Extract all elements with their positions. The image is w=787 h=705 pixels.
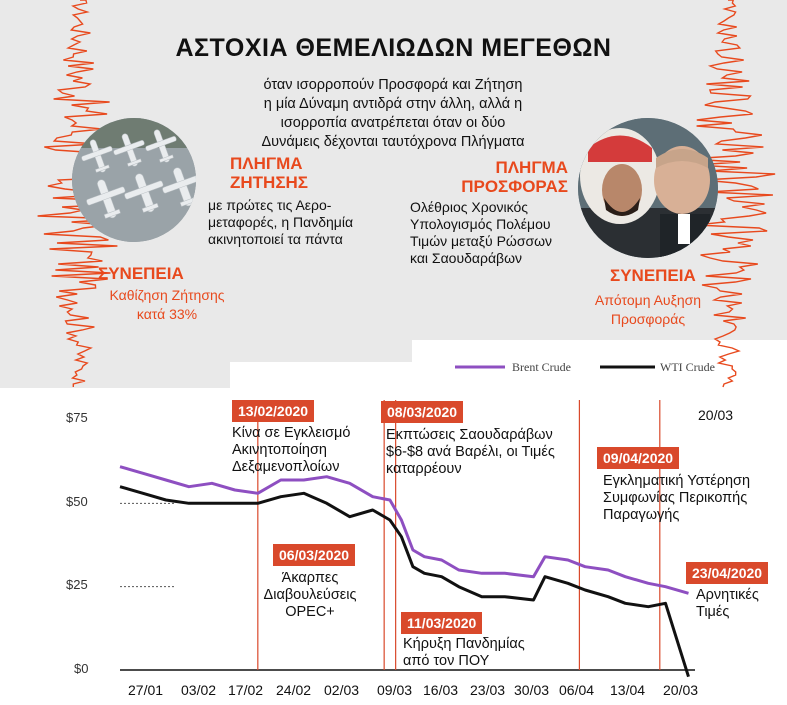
event-description: Αρνητικές Τιμές xyxy=(696,587,759,621)
demand-text-line: ακινητοποιεί τα πάντα xyxy=(208,231,343,247)
event-description: Εκπτώσεις Σαουδαράβων $6-$8 ανά Βαρέλι, … xyxy=(386,427,555,478)
demand-header-line: ΖΗΤΗΣΗΣ xyxy=(230,173,309,192)
top-right-date-label: 20/03 xyxy=(698,407,734,423)
demand-text-line: με πρώτες τις Αερο- xyxy=(208,197,332,213)
brent-crude-line xyxy=(119,465,689,595)
x-tick-label: 24/02 xyxy=(276,682,312,698)
supply-text-line: Υπολογισμός Πολέμου xyxy=(410,216,551,232)
event-description: Κίνα σε Εγκλεισμό Ακινητοποίηση Δεξαμενο… xyxy=(232,425,350,476)
event-description: Άκαρπες Διαβουλεύσεις OPEC+ xyxy=(250,570,370,621)
event-line: Άκαρπες xyxy=(281,570,339,586)
event-line: Διαβουλεύσεις xyxy=(263,587,357,603)
leaders-portrait-image xyxy=(578,118,718,258)
x-tick-label: 13/04 xyxy=(610,682,646,698)
oil-price-chart: Brent Crude WTI Crude xyxy=(119,360,715,678)
demand-consequence-header: ΣΥΝΕΠΕΙΑ xyxy=(98,264,184,283)
x-tick-label: 17/02 xyxy=(228,682,264,698)
intro-text: όταν ισορροπούν Προσφορά και Ζήτηση η μί… xyxy=(230,76,556,152)
event-line: OPEC+ xyxy=(285,604,335,620)
page-title: ΑΣΤΟΧΙΑ ΘΕΜΕΛΙΩΔΩΝ ΜΕΓΕΘΩΝ xyxy=(175,34,612,62)
event-description: Κήρυξη Πανδημίας από τον ΠΟΥ xyxy=(403,636,525,670)
event-line: Παραγωγής xyxy=(603,507,680,523)
event-line: Εκπτώσεις Σαουδαράβων xyxy=(386,427,553,443)
event-line: Κήρυξη Πανδημίας xyxy=(403,636,525,652)
demand-text-line: μεταφορές, η Πανδημία xyxy=(208,214,354,230)
event-date-badge: 11/03/2020 xyxy=(401,612,483,634)
intro-line: η μία Δύναμη αντιδρά στην άλλη, αλλά η xyxy=(263,96,523,112)
intro-line: ισορροπία ανατρέπεται όταν οι δύο xyxy=(280,115,506,131)
supply-header-line: ΠΛΗΓΜΑ xyxy=(495,158,568,177)
demand-header-line: ΠΛΗΓΜΑ xyxy=(230,154,303,173)
event-line: καταρρέουν xyxy=(386,461,462,477)
supply-text-line: και Σαουδαράβων xyxy=(410,250,523,266)
event-date-badge: 13/02/2020 xyxy=(232,400,315,422)
supply-text-line: Ολέθριος Χρονικός xyxy=(410,199,528,215)
demand-consequence-text: Καθίζηση Ζήτησης κατά 33% xyxy=(82,286,252,324)
x-tick-label: 23/03 xyxy=(470,682,506,698)
supply-shock-header: ΠΛΗΓΜΑ ΠΡΟΣΦΟΡΑΣ xyxy=(440,158,568,196)
event-date-badge: 08/03/2020 xyxy=(381,401,464,423)
demand-consequence-line: Καθίζηση Ζήτησης xyxy=(109,287,225,303)
supply-header-line: ΠΡΟΣΦΟΡΑΣ xyxy=(461,177,568,196)
event-line: Ακινητοποίηση xyxy=(232,442,328,458)
supply-consequence-text: Απότομη Αυξηση Προσφοράς xyxy=(568,291,728,329)
legend-brent-label: Brent Crude xyxy=(512,360,571,374)
x-tick-label: 27/01 xyxy=(128,682,164,698)
supply-shock-text: Ολέθριος Χρονικός Υπολογισμός Πολέμου Τι… xyxy=(410,199,552,267)
supply-consequence-line: Προσφοράς xyxy=(610,311,686,327)
panel-notch xyxy=(230,362,420,392)
event-line: Κίνα σε Εγκλεισμό xyxy=(232,425,351,441)
event-line: Εγκληματική Υστέρηση xyxy=(603,473,751,489)
event-date-badge: 23/04/2020 xyxy=(686,562,769,584)
x-tick-label: 09/03 xyxy=(377,682,413,698)
x-tick-label: 20/03 xyxy=(663,682,699,698)
intro-line: Δυνάμεις δέχονται ταυτόχρονα Πλήγματα xyxy=(261,134,525,150)
y-tick-label: $50 xyxy=(66,494,88,509)
legend-wti-label: WTI Crude xyxy=(660,360,715,374)
x-tick-label: 16/03 xyxy=(423,682,459,698)
event-line: $6-$8 ανά Βαρέλι, οι Τιμές xyxy=(386,444,555,460)
event-description: Εγκληματική Υστέρηση Συμφωνίας Περικοπής… xyxy=(603,473,750,524)
x-tick-label: 03/02 xyxy=(181,682,217,698)
demand-shock-text: με πρώτες τις Αερο- μεταφορές, η Πανδημί… xyxy=(208,197,353,248)
supply-consequence-line: Απότομη Αυξηση xyxy=(594,292,702,308)
x-tick-label: 30/03 xyxy=(514,682,550,698)
event-line: Αρνητικές xyxy=(696,587,759,603)
supply-text-line: Τιμών μεταξύ Ρώσσων xyxy=(410,233,553,249)
event-line: Δεξαμενοπλοίων xyxy=(232,459,340,475)
demand-consequence-line: κατά 33% xyxy=(136,306,198,322)
wti-crude-line xyxy=(119,485,690,678)
event-date-badge: 06/03/2020 xyxy=(273,544,356,566)
event-line: Τιμές xyxy=(696,604,730,620)
intro-line: όταν ισορροπούν Προσφορά και Ζήτηση xyxy=(263,77,523,93)
y-tick-label: $75 xyxy=(66,410,88,425)
demand-shock-header: ΠΛΗΓΜΑ ΖΗΤΗΣΗΣ xyxy=(230,154,350,192)
event-line: Συμφωνίας Περικοπής xyxy=(603,490,748,506)
chart-legend: Brent Crude WTI Crude xyxy=(455,360,715,374)
x-tick-label: 06/04 xyxy=(559,682,595,698)
event-date-badge: 09/04/2020 xyxy=(597,447,680,469)
y-tick-label: $25 xyxy=(66,577,88,592)
event-line: από τον ΠΟΥ xyxy=(403,653,490,669)
y-tick-label: $0 xyxy=(74,661,89,676)
x-tick-label: 02/03 xyxy=(324,682,360,698)
grounded-planes-image xyxy=(72,118,196,242)
supply-consequence-header: ΣΥΝΕΠΕΙΑ xyxy=(610,266,696,285)
